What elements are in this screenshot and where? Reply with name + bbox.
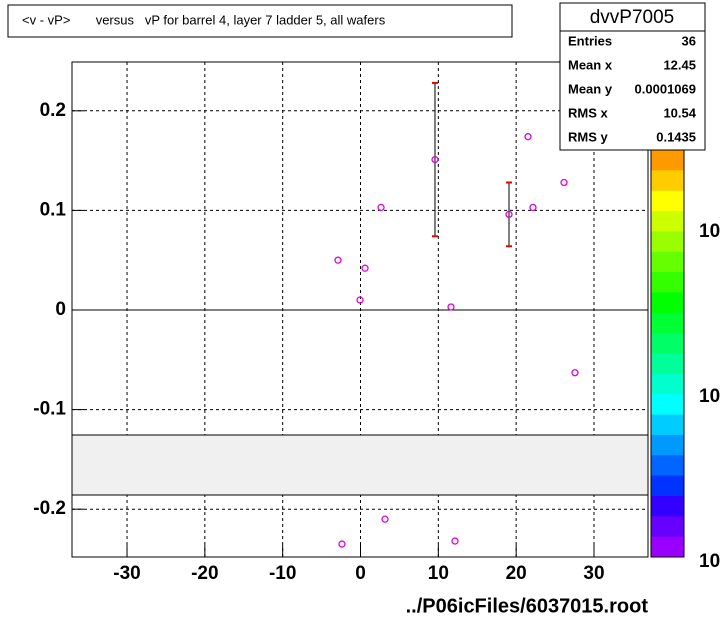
stats-value: 0.1435 — [656, 129, 696, 144]
palette-cell — [651, 211, 684, 232]
y-tick-label: 0.1 — [40, 199, 67, 220]
point — [356, 296, 364, 304]
point — [451, 537, 459, 545]
stats-value: 12.45 — [663, 57, 696, 72]
palette-cell — [651, 475, 684, 497]
stats-label: RMS y — [568, 129, 609, 144]
palette-cell — [651, 190, 684, 212]
point — [334, 256, 342, 264]
point — [505, 210, 513, 219]
stats-value: 36 — [682, 33, 696, 48]
y-tick-label: 0 — [55, 299, 66, 320]
point — [431, 155, 439, 164]
title-box — [7, 4, 513, 38]
palette-cell — [651, 353, 684, 375]
point — [571, 369, 579, 377]
y-tick-label: -0.2 — [33, 498, 66, 519]
x-tick-label: -10 — [269, 563, 296, 584]
palette-cell — [651, 536, 684, 558]
stats-box — [559, 2, 706, 151]
point — [447, 303, 455, 311]
shaded-band — [71, 434, 649, 496]
y-tick-label: -0.1 — [33, 399, 66, 420]
palette-cell — [651, 495, 684, 517]
palette-cell — [651, 434, 684, 456]
stats-title: dvvP7005 — [590, 7, 675, 28]
point — [381, 515, 389, 523]
z-tick-label: 10 — [699, 221, 720, 242]
stats-value: 0.0001069 — [635, 81, 696, 96]
stats-label: Mean y — [568, 81, 613, 96]
y-tick-label: 0.2 — [40, 100, 66, 121]
point — [338, 540, 346, 548]
palette-cell — [651, 272, 684, 293]
palette-cell — [651, 455, 684, 477]
x-tick-label: -20 — [191, 563, 218, 584]
stats-label: Mean x — [568, 57, 613, 72]
point — [524, 133, 532, 141]
palette-cell — [651, 231, 684, 253]
palette-cell — [651, 150, 684, 171]
point — [560, 178, 568, 187]
palette-cell — [651, 170, 684, 192]
z-tick-label: 10 — [699, 551, 720, 572]
palette-cell — [651, 292, 684, 314]
palette-cell — [651, 516, 684, 538]
palette-cell — [651, 414, 684, 436]
palette-cell — [651, 251, 684, 273]
footer: ../P06icFiles/6037015.root — [406, 595, 649, 617]
stats-label: Entries — [568, 33, 612, 48]
stats-value: 10.54 — [663, 105, 696, 120]
stats-label: RMS x — [568, 105, 609, 120]
palette-cell — [651, 394, 684, 416]
x-tick-label: 20 — [506, 563, 527, 584]
plot-frame — [71, 61, 649, 558]
chart-title: <v - vP> versus vP for barrel 4, layer 7… — [22, 12, 386, 27]
z-tick-label: 10 — [699, 386, 720, 407]
palette-cell — [651, 373, 684, 395]
point — [377, 203, 385, 212]
x-tick-label: 30 — [583, 563, 604, 584]
point — [361, 264, 369, 272]
palette-cell — [651, 312, 684, 334]
point — [529, 203, 537, 212]
palette-cell — [651, 333, 684, 354]
x-tick-label: 10 — [428, 563, 449, 584]
x-tick-label: -30 — [113, 563, 140, 584]
x-tick-label: 0 — [355, 563, 366, 584]
